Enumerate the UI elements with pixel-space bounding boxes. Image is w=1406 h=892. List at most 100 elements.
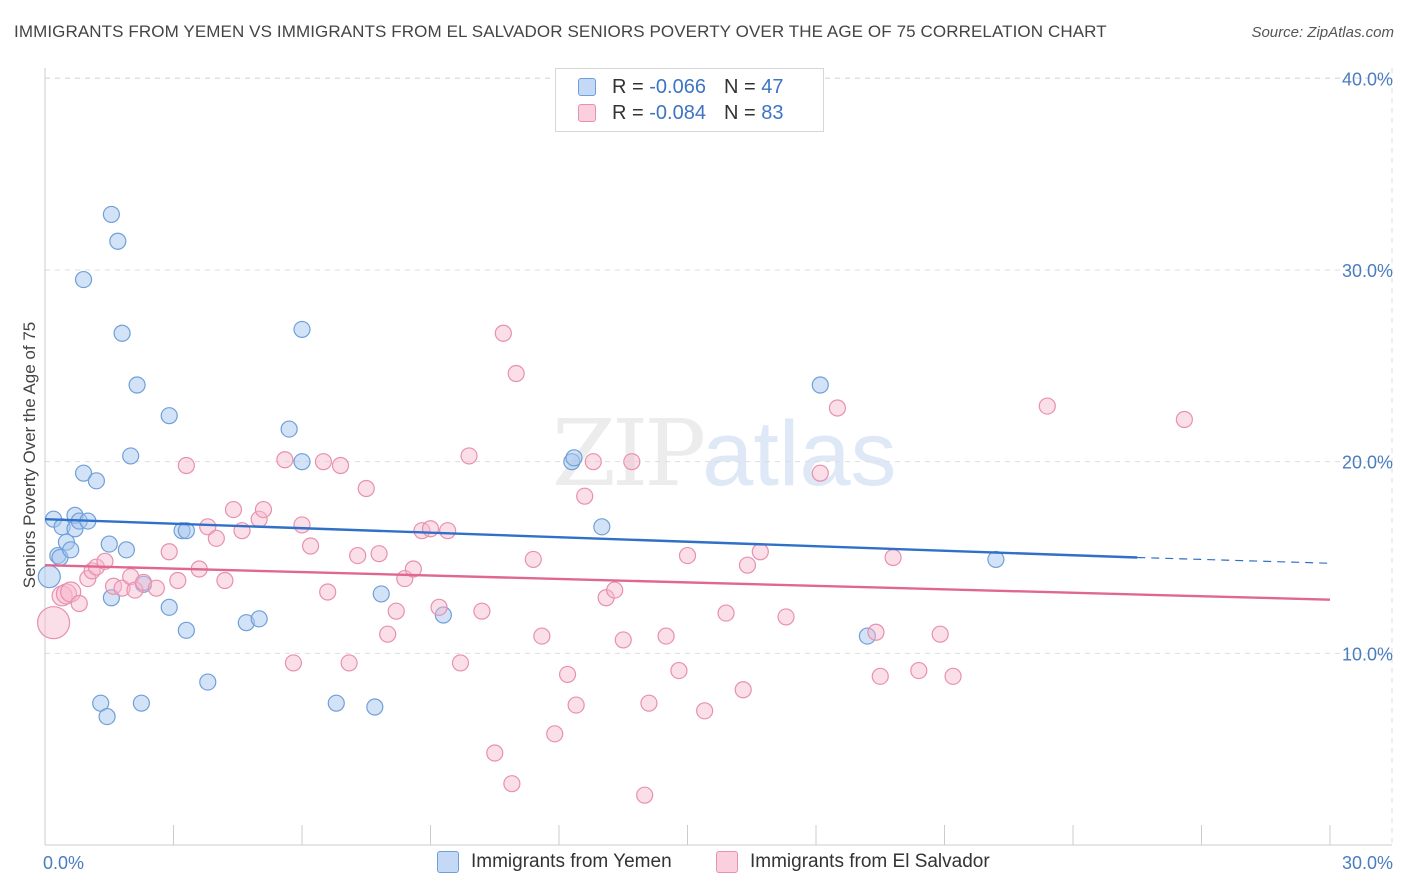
bottom-legend-el-salvador: Immigrants from El Salvador xyxy=(716,851,990,873)
data-point-el-salvador xyxy=(636,786,654,804)
data-point-el-salvador xyxy=(640,694,658,712)
data-point-el-salvador xyxy=(387,602,405,620)
data-point-el-salvador xyxy=(147,579,165,597)
y-tick-label-40: 40.0% xyxy=(1342,69,1393,89)
data-point-el-salvador xyxy=(670,661,688,680)
data-point-el-salvador xyxy=(276,451,294,469)
legend-row-el-salvador: R = -0.084 N = 83 xyxy=(578,101,783,125)
data-point-yemen xyxy=(811,376,829,394)
data-point-el-salvador xyxy=(340,654,358,672)
data-point-yemen xyxy=(117,541,135,559)
data-point-el-salvador xyxy=(486,744,504,762)
data-point-yemen xyxy=(280,420,298,438)
data-point-el-salvador xyxy=(301,537,320,555)
data-point-yemen xyxy=(132,694,150,712)
y-tick-label-10: 10.0% xyxy=(1342,644,1393,664)
legend-r-value: -0.084 xyxy=(649,101,706,124)
legend-swatch-yemen xyxy=(578,78,596,96)
grid-lines xyxy=(45,68,1393,845)
data-point-el-salvador xyxy=(614,631,632,649)
legend-n-label: N = xyxy=(723,75,756,98)
data-point-el-salvador xyxy=(160,543,178,561)
data-point-el-salvador xyxy=(357,479,375,498)
bottom-legend-swatch-yemen xyxy=(437,851,459,873)
y-tick-label-20: 20.0% xyxy=(1342,453,1393,473)
data-point-el-salvador xyxy=(584,453,602,471)
data-point-el-salvador xyxy=(871,667,889,685)
legend-swatch-el-salvador xyxy=(578,104,596,122)
data-point-el-salvador xyxy=(717,604,735,622)
x-tick-label-min: 0.0% xyxy=(43,853,84,873)
data-point-el-salvador xyxy=(404,560,422,578)
data-point-yemen xyxy=(74,270,93,289)
data-point-el-salvador xyxy=(451,654,470,672)
data-point-el-salvador xyxy=(623,453,641,471)
data-point-el-salvador xyxy=(944,667,962,685)
bottom-legend-yemen: Immigrants from Yemen xyxy=(437,851,672,873)
data-point-el-salvador xyxy=(546,725,564,743)
data-point-el-salvador xyxy=(696,702,714,720)
data-point-el-salvador xyxy=(293,516,311,534)
data-point-el-salvador xyxy=(370,545,388,563)
legend-n-value: 47 xyxy=(761,75,784,98)
data-point-el-salvador xyxy=(254,500,273,519)
data-point-el-salvador xyxy=(734,681,752,699)
data-point-el-salvador xyxy=(558,665,577,684)
yemen-points xyxy=(37,205,1005,726)
data-point-el-salvador xyxy=(421,520,440,538)
data-point-yemen xyxy=(87,472,106,490)
x-tick-label-max: 30.0% xyxy=(1342,853,1393,873)
data-point-yemen xyxy=(113,324,131,342)
data-point-yemen xyxy=(177,621,195,639)
data-point-el-salvador xyxy=(199,518,217,536)
legend-r-value: -0.066 xyxy=(649,75,706,98)
watermark: ZIPatlas xyxy=(552,400,897,507)
data-point-el-salvador xyxy=(379,625,397,643)
data-point-el-salvador xyxy=(828,399,847,417)
data-point-el-salvador xyxy=(224,500,243,519)
y-axis-label: Seniors Poverty Over the Age of 75 xyxy=(20,322,39,588)
data-point-yemen xyxy=(128,376,146,394)
data-point-el-salvador xyxy=(169,571,187,590)
data-point-el-salvador xyxy=(657,627,675,645)
data-point-el-salvador xyxy=(524,550,542,569)
data-point-el-salvador xyxy=(576,487,594,505)
data-point-el-salvador xyxy=(751,543,769,561)
bottom-legend-label-el-salvador: Immigrants from El Salvador xyxy=(750,851,990,872)
legend-n-value: 83 xyxy=(761,101,784,124)
data-point-el-salvador xyxy=(494,324,512,342)
watermark-atlas: atlas xyxy=(702,403,897,505)
data-point-yemen xyxy=(98,707,116,726)
data-point-yemen xyxy=(199,673,217,691)
data-point-yemen xyxy=(858,627,877,645)
data-point-yemen xyxy=(102,205,120,224)
data-point-yemen xyxy=(327,694,345,712)
data-point-el-salvador xyxy=(349,546,367,565)
data-point-el-salvador xyxy=(678,546,697,565)
data-point-yemen xyxy=(62,541,80,559)
data-point-el-salvador xyxy=(910,661,928,680)
data-point-el-salvador xyxy=(503,775,521,793)
data-point-el-salvador xyxy=(207,529,225,547)
data-point-el-salvador xyxy=(1175,410,1193,429)
legend-r-label: R = xyxy=(612,75,644,98)
data-point-yemen xyxy=(593,518,611,536)
data-point-el-salvador xyxy=(96,552,114,570)
data-point-el-salvador xyxy=(738,556,757,574)
data-point-yemen xyxy=(293,320,311,339)
tick-labels: 10.0% 20.0% 30.0% 40.0% 0.0% 30.0% xyxy=(43,69,1393,873)
data-point-yemen xyxy=(177,522,195,540)
data-point-el-salvador xyxy=(777,608,795,626)
data-point-el-salvador xyxy=(884,548,902,567)
axes xyxy=(44,68,1392,846)
data-point-el-salvador xyxy=(70,594,88,613)
data-point-yemen xyxy=(160,407,178,425)
source-label: Source: ZipAtlas.com xyxy=(1251,24,1394,41)
data-point-yemen xyxy=(565,449,583,467)
data-point-el-salvador xyxy=(867,623,885,641)
y-tick-label-30: 30.0% xyxy=(1342,261,1393,281)
data-point-el-salvador xyxy=(1038,397,1056,415)
data-point-el-salvador xyxy=(811,464,829,482)
trend-lines xyxy=(44,517,1331,601)
